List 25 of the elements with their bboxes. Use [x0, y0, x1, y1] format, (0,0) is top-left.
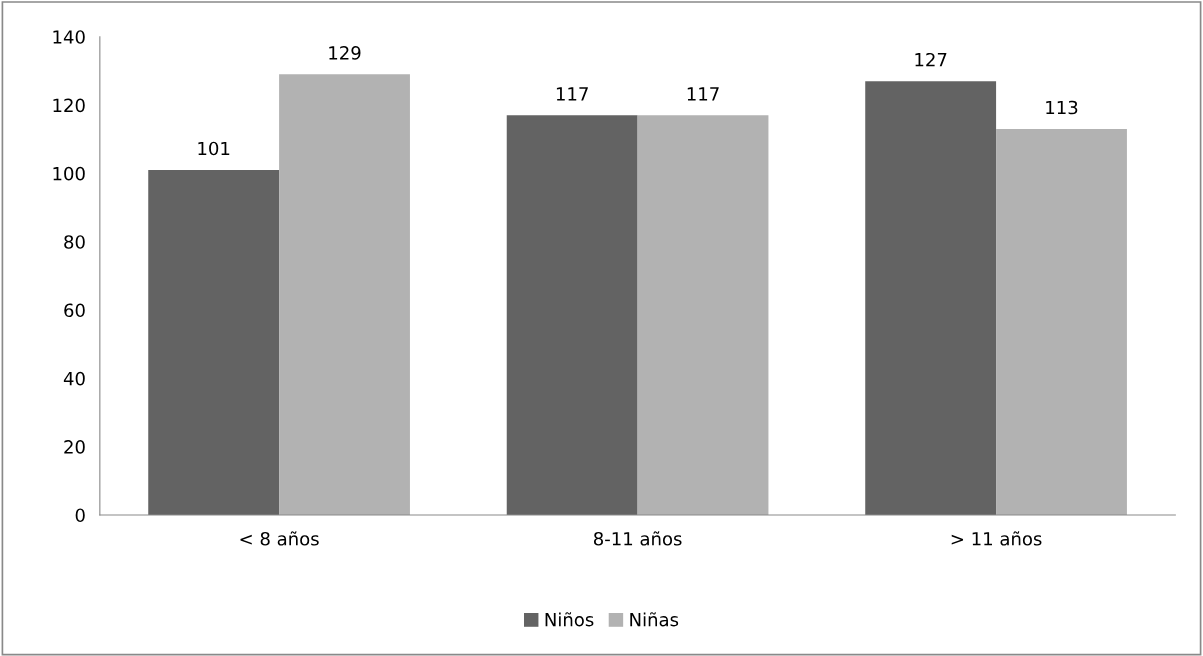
y-tick-label: 100 [53, 166, 85, 181]
bar [279, 74, 410, 515]
bar [865, 81, 997, 515]
x-tick-label: < 8 años [240, 531, 319, 546]
y-tick-label: 80 [64, 235, 85, 249]
y-tick-label: 120 [53, 98, 85, 113]
y-tick-label: 20 [64, 440, 85, 454]
data-label: 117 [556, 87, 588, 101]
legend-label: Niños [545, 612, 594, 627]
data-label: 117 [687, 87, 719, 101]
bar [996, 128, 1127, 515]
bar [148, 169, 280, 515]
bar [637, 115, 769, 515]
data-label: 101 [198, 141, 230, 156]
x-tick-label: > 11 años [951, 531, 1042, 546]
y-tick-label: 60 [64, 303, 85, 318]
data-label: 127 [915, 52, 947, 67]
data-label: 129 [329, 46, 361, 60]
data-label: 113 [1046, 100, 1078, 115]
legend-label: Niñas [630, 612, 679, 627]
y-tick-label: 0 [75, 508, 85, 523]
y-tick-label: 40 [63, 371, 85, 386]
x-tick-label: 8-11 años [593, 531, 682, 546]
bar [506, 115, 638, 515]
y-tick-label: 140 [53, 30, 85, 44]
